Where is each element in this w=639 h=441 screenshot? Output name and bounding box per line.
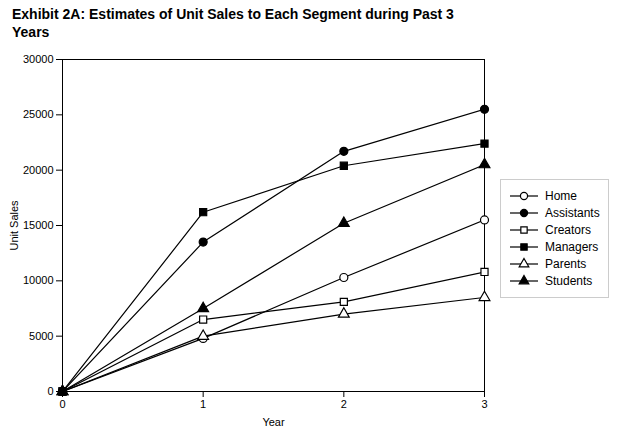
html-text:Parents: Parents xyxy=(545,256,587,271)
svg-text:Unit Sales: Unit Sales xyxy=(8,200,20,251)
svg-text:5000: 5000 xyxy=(29,330,53,342)
html-text:Home: Home xyxy=(545,188,577,203)
svg-text:25000: 25000 xyxy=(23,108,54,120)
svg-text:15000: 15000 xyxy=(23,219,54,231)
html-text:Managers: Managers xyxy=(545,239,599,254)
svg-text:20000: 20000 xyxy=(23,164,54,176)
svg-text:2: 2 xyxy=(341,398,347,410)
svg-text:0: 0 xyxy=(59,398,65,410)
svg-text:Year: Year xyxy=(262,416,285,428)
svg-text:3: 3 xyxy=(481,398,487,410)
svg-text:1: 1 xyxy=(200,398,206,410)
html-text:Creators: Creators xyxy=(545,222,591,237)
svg-text:0: 0 xyxy=(47,385,53,397)
svg-text:10000: 10000 xyxy=(23,274,54,286)
html-text:Assistants: Assistants xyxy=(545,205,600,220)
html-text:Students: Students xyxy=(545,273,593,288)
html-text:Exhibit 2A: Estimates of Unit: Exhibit 2A: Estimates of Unit Sales to E… xyxy=(12,6,454,40)
svg-text:30000: 30000 xyxy=(23,53,54,65)
